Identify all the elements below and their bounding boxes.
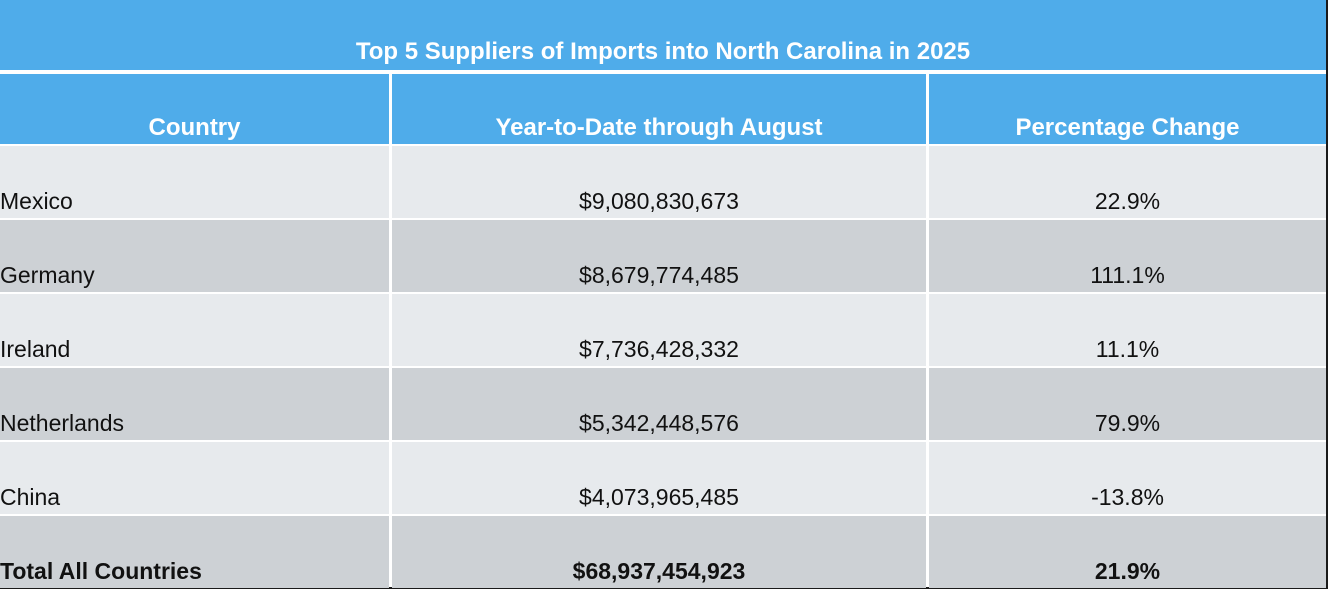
country-cell: Ireland xyxy=(0,294,389,366)
header-row: Country Year-to-Date through August Perc… xyxy=(0,74,1326,144)
header-percentage-change: Percentage Change xyxy=(929,74,1326,144)
change-cell: 22.9% xyxy=(929,146,1326,218)
total-label: Total All Countries xyxy=(0,516,389,588)
header-country: Country xyxy=(0,74,389,144)
total-ytd: $68,937,454,923 xyxy=(392,516,926,588)
change-cell: 111.1% xyxy=(929,220,1326,292)
country-cell: China xyxy=(0,442,389,514)
ytd-cell: $7,736,428,332 xyxy=(392,294,926,366)
total-change: 21.9% xyxy=(929,516,1326,588)
ytd-cell: $9,080,830,673 xyxy=(392,146,926,218)
country-cell: Netherlands xyxy=(0,368,389,440)
table-row: Mexico $9,080,830,673 22.9% xyxy=(0,146,1326,218)
table-row: Germany $8,679,774,485 111.1% xyxy=(0,220,1326,292)
table-title: Top 5 Suppliers of Imports into North Ca… xyxy=(0,0,1326,70)
ytd-cell: $8,679,774,485 xyxy=(392,220,926,292)
title-divider xyxy=(0,70,1326,74)
ytd-cell: $4,073,965,485 xyxy=(392,442,926,514)
header-ytd: Year-to-Date through August xyxy=(392,74,926,144)
table-row: Ireland $7,736,428,332 11.1% xyxy=(0,294,1326,366)
country-cell: Germany xyxy=(0,220,389,292)
table-row: China $4,073,965,485 -13.8% xyxy=(0,442,1326,514)
ytd-cell: $5,342,448,576 xyxy=(392,368,926,440)
change-cell: 79.9% xyxy=(929,368,1326,440)
table-row: Netherlands $5,342,448,576 79.9% xyxy=(0,368,1326,440)
total-row: Total All Countries $68,937,454,923 21.9… xyxy=(0,516,1326,588)
change-cell: -13.8% xyxy=(929,442,1326,514)
change-cell: 11.1% xyxy=(929,294,1326,366)
country-cell: Mexico xyxy=(0,146,389,218)
